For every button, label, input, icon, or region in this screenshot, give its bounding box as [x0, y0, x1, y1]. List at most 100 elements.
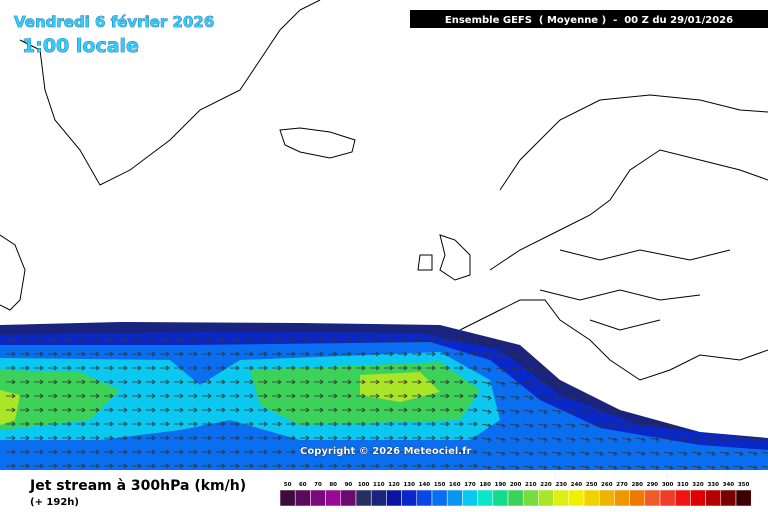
wind-arrow [551, 381, 562, 387]
wind-arrow [188, 351, 198, 357]
wind-arrow [286, 379, 296, 385]
wind-arrow [523, 423, 534, 429]
wind-arrow [607, 395, 618, 401]
wind-arrow [230, 393, 240, 399]
wind-arrow [621, 395, 632, 401]
wind-arrow [607, 451, 618, 457]
wind-arrow [481, 367, 492, 373]
wind-arrow [579, 423, 590, 429]
wind-arrow [733, 353, 744, 359]
wind-arrow [146, 421, 156, 427]
wind-arrow [663, 465, 674, 470]
wind-arrow [579, 367, 590, 373]
wind-arrow [761, 437, 768, 443]
wind-arrow [188, 421, 198, 427]
wind-arrow [691, 451, 702, 457]
wind-arrow [649, 353, 660, 359]
wind-arrow [537, 339, 548, 345]
wind-arrow [398, 365, 408, 371]
wind-arrow [454, 407, 464, 413]
wind-arrow [440, 435, 450, 441]
wind-arrow [188, 365, 198, 371]
wind-arrow [747, 465, 758, 470]
wind-arrow [342, 435, 352, 441]
wind-arrow [579, 409, 590, 415]
wind-arrow [132, 435, 142, 441]
legend: 50 60 70 80 90 100 110 120 130 140 150 160 170 180 190… [279, 482, 752, 507]
wind-arrow [579, 451, 590, 457]
wind-arrow [356, 393, 366, 399]
wind-arrow [328, 379, 338, 385]
wind-arrow [132, 379, 142, 385]
legend-label: 100 [358, 482, 370, 488]
wind-arrow [90, 351, 100, 357]
wind-arrow [286, 435, 296, 441]
wind-arrow [621, 451, 632, 457]
wind-arrow [370, 449, 380, 455]
legend-label: 350 [738, 482, 750, 488]
legend-label: 150 [434, 482, 446, 488]
wind-arrow [384, 393, 394, 399]
wind-arrow [104, 463, 114, 469]
wind-arrow [440, 463, 450, 469]
wind-arrow [258, 365, 268, 371]
wind-arrow [132, 421, 142, 427]
wind-arrow [202, 435, 212, 441]
wind-arrow [384, 379, 394, 385]
legend-label: 180 [479, 482, 491, 488]
wind-arrow [300, 421, 310, 427]
wind-arrow [370, 463, 380, 469]
wind-arrow [132, 393, 142, 399]
wind-arrow [481, 409, 492, 415]
wind-arrow [118, 393, 128, 399]
wind-arrow [565, 367, 576, 373]
wind-arrow [300, 337, 310, 343]
wind-arrow [481, 465, 492, 470]
legend-label: 300 [662, 482, 674, 488]
wind-arrow [328, 463, 338, 469]
wind-arrow [635, 339, 646, 345]
wind-arrow [649, 381, 660, 387]
wind-arrow [663, 451, 674, 457]
legend-swatch [462, 489, 478, 507]
wind-arrow [48, 449, 58, 455]
wind-arrow [76, 393, 86, 399]
wind-arrow [174, 393, 184, 399]
wind-arrow [48, 337, 58, 343]
legend-swatch [416, 489, 433, 507]
wind-arrow [188, 435, 198, 441]
wind-arrow [202, 463, 212, 469]
wind-arrow [426, 393, 436, 399]
wind-arrow [62, 435, 72, 441]
wind-arrow [6, 337, 16, 343]
wind-arrow [118, 435, 128, 441]
wind-arrow [733, 465, 744, 470]
legend-label: 270 [616, 482, 628, 488]
wind-arrow [761, 367, 768, 373]
wind-arrow [649, 367, 660, 373]
wind-arrow [272, 435, 282, 441]
wind-arrow [537, 395, 548, 401]
wind-arrow [551, 395, 562, 401]
legend-label: 320 [692, 482, 704, 488]
wind-arrow [593, 339, 604, 345]
wind-arrow [48, 421, 58, 427]
wind-arrow [733, 339, 744, 345]
wind-arrow [90, 421, 100, 427]
geography [0, 0, 768, 381]
wind-arrow [20, 421, 30, 427]
wind-arrow [244, 393, 254, 399]
wind-arrow [454, 449, 464, 455]
wind-arrow [174, 379, 184, 385]
wind-arrow [118, 351, 128, 357]
wind-arrow [733, 409, 744, 415]
wind-arrow [62, 337, 72, 343]
wind-arrow [523, 339, 534, 345]
wind-arrow [593, 409, 604, 415]
wind-arrow [747, 367, 758, 373]
legend-swatch [325, 489, 342, 507]
wind-arrow [454, 463, 464, 469]
wind-arrow [719, 339, 730, 345]
wind-arrow [677, 451, 688, 457]
wind-arrow [761, 381, 768, 387]
